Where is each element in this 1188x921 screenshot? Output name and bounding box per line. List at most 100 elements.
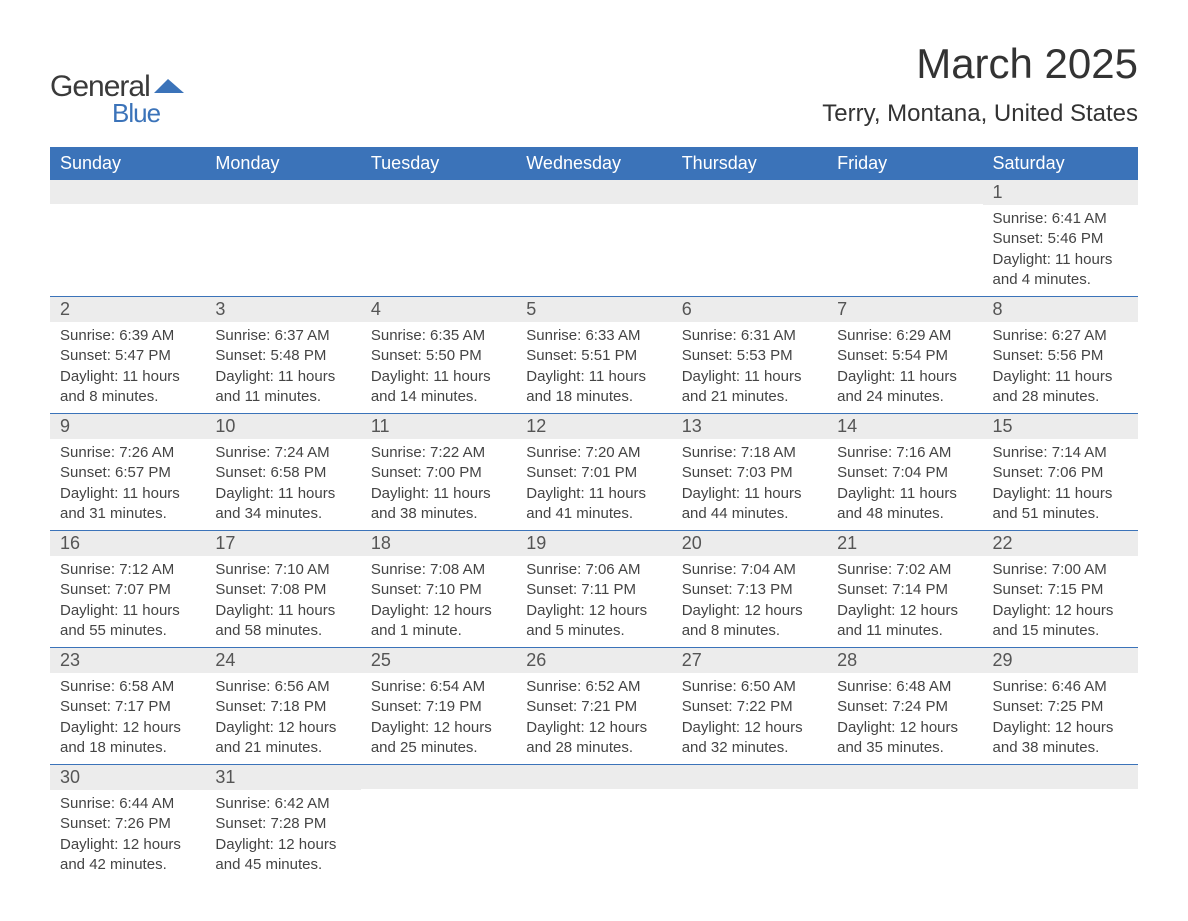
- day-number: 25: [361, 648, 516, 673]
- sunrise-line: Sunrise: 7:00 AM: [993, 560, 1128, 580]
- day-details: Sunrise: 6:27 AMSunset: 5:56 PMDaylight:…: [983, 322, 1138, 413]
- calendar-cell: [50, 180, 205, 297]
- calendar-cell: [672, 765, 827, 882]
- logo: General Blue: [50, 40, 184, 129]
- daylight-line: Daylight: 11 hours and 21 minutes.: [682, 367, 817, 408]
- sunset-line: Sunset: 7:21 PM: [526, 697, 661, 717]
- sunrise-line: Sunrise: 6:31 AM: [682, 326, 817, 346]
- day-number: 13: [672, 414, 827, 439]
- calendar-cell: 4Sunrise: 6:35 AMSunset: 5:50 PMDaylight…: [361, 297, 516, 414]
- day-details: Sunrise: 7:16 AMSunset: 7:04 PMDaylight:…: [827, 439, 982, 530]
- day-number: 26: [516, 648, 671, 673]
- title-block: March 2025 Terry, Montana, United States: [822, 40, 1138, 128]
- calendar-cell: 23Sunrise: 6:58 AMSunset: 7:17 PMDayligh…: [50, 648, 205, 765]
- day-header: Sunday: [50, 147, 205, 180]
- sunrise-line: Sunrise: 7:02 AM: [837, 560, 972, 580]
- sunrise-line: Sunrise: 6:58 AM: [60, 677, 195, 697]
- day-header: Tuesday: [361, 147, 516, 180]
- day-details: [361, 789, 516, 849]
- calendar-cell: 18Sunrise: 7:08 AMSunset: 7:10 PMDayligh…: [361, 531, 516, 648]
- sunrise-line: Sunrise: 6:48 AM: [837, 677, 972, 697]
- calendar-cell: [827, 765, 982, 882]
- daylight-line: Daylight: 12 hours and 35 minutes.: [837, 718, 972, 759]
- day-number: [983, 765, 1138, 789]
- calendar-cell: 2Sunrise: 6:39 AMSunset: 5:47 PMDaylight…: [50, 297, 205, 414]
- sunset-line: Sunset: 7:11 PM: [526, 580, 661, 600]
- day-number: 16: [50, 531, 205, 556]
- sunrise-line: Sunrise: 7:10 AM: [215, 560, 350, 580]
- day-number: 7: [827, 297, 982, 322]
- day-number: [516, 765, 671, 789]
- daylight-line: Daylight: 11 hours and 31 minutes.: [60, 484, 195, 525]
- calendar-cell: 8Sunrise: 6:27 AMSunset: 5:56 PMDaylight…: [983, 297, 1138, 414]
- day-details: Sunrise: 6:58 AMSunset: 7:17 PMDaylight:…: [50, 673, 205, 764]
- sunset-line: Sunset: 5:47 PM: [60, 346, 195, 366]
- header: General Blue March 2025 Terry, Montana, …: [50, 40, 1138, 129]
- daylight-line: Daylight: 11 hours and 14 minutes.: [371, 367, 506, 408]
- sunset-line: Sunset: 7:01 PM: [526, 463, 661, 483]
- sunrise-line: Sunrise: 7:26 AM: [60, 443, 195, 463]
- day-details: Sunrise: 7:12 AMSunset: 7:07 PMDaylight:…: [50, 556, 205, 647]
- calendar-cell: 15Sunrise: 7:14 AMSunset: 7:06 PMDayligh…: [983, 414, 1138, 531]
- calendar-cell: 3Sunrise: 6:37 AMSunset: 5:48 PMDaylight…: [205, 297, 360, 414]
- calendar-cell: [205, 180, 360, 297]
- daylight-line: Daylight: 11 hours and 4 minutes.: [993, 250, 1128, 291]
- sunset-line: Sunset: 5:50 PM: [371, 346, 506, 366]
- day-details: Sunrise: 7:10 AMSunset: 7:08 PMDaylight:…: [205, 556, 360, 647]
- day-number: 8: [983, 297, 1138, 322]
- calendar-table: SundayMondayTuesdayWednesdayThursdayFrid…: [50, 147, 1138, 881]
- sunrise-line: Sunrise: 6:27 AM: [993, 326, 1128, 346]
- day-number: [827, 180, 982, 204]
- daylight-line: Daylight: 12 hours and 42 minutes.: [60, 835, 195, 876]
- day-details: Sunrise: 6:54 AMSunset: 7:19 PMDaylight:…: [361, 673, 516, 764]
- day-number: 17: [205, 531, 360, 556]
- sunset-line: Sunset: 7:26 PM: [60, 814, 195, 834]
- daylight-line: Daylight: 11 hours and 48 minutes.: [837, 484, 972, 525]
- sunset-line: Sunset: 6:58 PM: [215, 463, 350, 483]
- sunrise-line: Sunrise: 6:35 AM: [371, 326, 506, 346]
- calendar-cell: 25Sunrise: 6:54 AMSunset: 7:19 PMDayligh…: [361, 648, 516, 765]
- sunset-line: Sunset: 7:15 PM: [993, 580, 1128, 600]
- calendar-cell: 31Sunrise: 6:42 AMSunset: 7:28 PMDayligh…: [205, 765, 360, 882]
- day-details: Sunrise: 7:14 AMSunset: 7:06 PMDaylight:…: [983, 439, 1138, 530]
- daylight-line: Daylight: 12 hours and 8 minutes.: [682, 601, 817, 642]
- sunset-line: Sunset: 7:06 PM: [993, 463, 1128, 483]
- day-details: Sunrise: 7:06 AMSunset: 7:11 PMDaylight:…: [516, 556, 671, 647]
- sunrise-line: Sunrise: 6:52 AM: [526, 677, 661, 697]
- sunrise-line: Sunrise: 6:33 AM: [526, 326, 661, 346]
- day-number: 11: [361, 414, 516, 439]
- sunset-line: Sunset: 7:00 PM: [371, 463, 506, 483]
- calendar-cell: 16Sunrise: 7:12 AMSunset: 7:07 PMDayligh…: [50, 531, 205, 648]
- calendar-cell: 30Sunrise: 6:44 AMSunset: 7:26 PMDayligh…: [50, 765, 205, 882]
- calendar-cell: [516, 765, 671, 882]
- sunrise-line: Sunrise: 6:50 AM: [682, 677, 817, 697]
- calendar-cell: 14Sunrise: 7:16 AMSunset: 7:04 PMDayligh…: [827, 414, 982, 531]
- day-number: 19: [516, 531, 671, 556]
- day-number: 6: [672, 297, 827, 322]
- day-number: 29: [983, 648, 1138, 673]
- day-number: 10: [205, 414, 360, 439]
- sunrise-line: Sunrise: 6:29 AM: [837, 326, 972, 346]
- day-details: [672, 789, 827, 849]
- day-number: [205, 180, 360, 204]
- day-details: [983, 789, 1138, 849]
- daylight-line: Daylight: 12 hours and 15 minutes.: [993, 601, 1128, 642]
- day-details: [672, 204, 827, 264]
- day-number: 3: [205, 297, 360, 322]
- daylight-line: Daylight: 12 hours and 32 minutes.: [682, 718, 817, 759]
- sunset-line: Sunset: 7:07 PM: [60, 580, 195, 600]
- calendar-cell: 22Sunrise: 7:00 AMSunset: 7:15 PMDayligh…: [983, 531, 1138, 648]
- sunset-line: Sunset: 5:54 PM: [837, 346, 972, 366]
- sunrise-line: Sunrise: 7:06 AM: [526, 560, 661, 580]
- calendar-week: 30Sunrise: 6:44 AMSunset: 7:26 PMDayligh…: [50, 765, 1138, 882]
- day-number: [672, 765, 827, 789]
- sunset-line: Sunset: 5:56 PM: [993, 346, 1128, 366]
- day-number: 31: [205, 765, 360, 790]
- calendar-week: 16Sunrise: 7:12 AMSunset: 7:07 PMDayligh…: [50, 531, 1138, 648]
- sunrise-line: Sunrise: 7:14 AM: [993, 443, 1128, 463]
- day-details: [516, 204, 671, 264]
- day-details: Sunrise: 6:46 AMSunset: 7:25 PMDaylight:…: [983, 673, 1138, 764]
- calendar-cell: 20Sunrise: 7:04 AMSunset: 7:13 PMDayligh…: [672, 531, 827, 648]
- day-header: Friday: [827, 147, 982, 180]
- calendar-cell: [983, 765, 1138, 882]
